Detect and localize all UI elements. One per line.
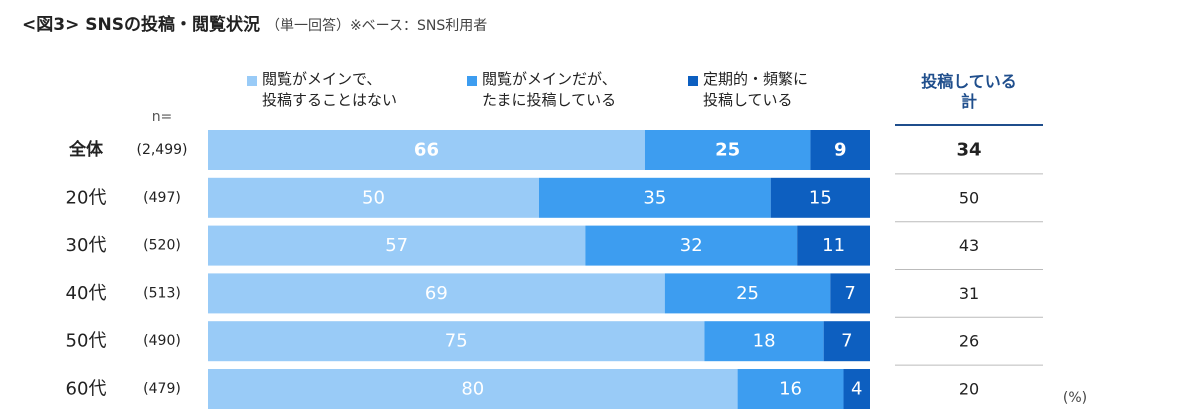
bar-segment — [830, 273, 870, 314]
bar-segment — [737, 369, 844, 409]
data-label: 80 — [461, 379, 484, 400]
n-value: (479) — [143, 381, 181, 397]
n-value: (497) — [143, 190, 181, 206]
legend-label: 閲覧がメインで、 投稿することはない — [262, 70, 398, 109]
n-value: (2,499) — [136, 142, 187, 158]
bar-segment — [208, 130, 645, 170]
category-label: 30代 — [66, 235, 107, 256]
total-value: 34 — [956, 140, 981, 161]
title-block: <図3> SNSの投稿・閲覧状況 （単一回答）※ベース：SNS利用者 — [22, 10, 487, 35]
category-label: 20代 — [66, 187, 107, 208]
data-label: 7 — [841, 331, 852, 352]
data-label: 35 — [643, 187, 666, 208]
data-label: 11 — [822, 235, 845, 256]
data-label: 15 — [809, 187, 832, 208]
total-value: 43 — [959, 236, 979, 255]
data-label: 16 — [779, 379, 802, 400]
total-value: 26 — [959, 332, 979, 351]
data-label: 4 — [851, 379, 862, 400]
data-label: 32 — [680, 235, 703, 256]
n-label: n= — [152, 109, 173, 125]
data-label: 25 — [736, 283, 759, 304]
bar-segment — [644, 130, 811, 170]
bar-segment — [208, 321, 705, 362]
category-label: 全体 — [68, 139, 104, 160]
bar-segment — [823, 321, 870, 362]
total-value: 31 — [959, 284, 979, 303]
bar-segment — [208, 369, 738, 409]
n-value: (520) — [143, 238, 181, 254]
bar-segment — [664, 273, 831, 314]
bar-segment — [208, 177, 539, 218]
legend-label: 定期的・頻繁に 投稿している — [703, 70, 809, 109]
bar-segment — [843, 369, 870, 409]
data-label: 75 — [445, 331, 468, 352]
category-label: 40代 — [66, 283, 107, 304]
n-value: (490) — [143, 333, 181, 349]
n-value: (513) — [143, 285, 181, 301]
bar-segment — [539, 177, 771, 218]
legend-swatch — [247, 76, 257, 86]
category-label: 50代 — [66, 331, 107, 352]
data-label: 50 — [362, 187, 385, 208]
chart-subtitle: （単一回答）※ベース：SNS利用者 — [265, 18, 488, 34]
data-label: 25 — [715, 140, 740, 161]
data-label: 7 — [844, 283, 855, 304]
bar-segment — [797, 225, 870, 266]
category-label: 60代 — [66, 379, 107, 400]
bar-segment — [208, 225, 586, 266]
data-label: 18 — [753, 331, 776, 352]
bar-segment — [208, 273, 665, 314]
total-value: 50 — [959, 188, 979, 207]
data-label: 9 — [834, 140, 847, 161]
total-header: 投稿している 計 — [921, 72, 1017, 111]
total-value: 20 — [959, 380, 979, 399]
legend-swatch — [467, 76, 477, 86]
data-label: 66 — [414, 140, 439, 161]
data-label: 57 — [385, 235, 408, 256]
data-label: 69 — [425, 283, 448, 304]
chart-title: <図3> SNSの投稿・閲覧状況 — [22, 15, 260, 35]
bar-segment — [810, 130, 870, 170]
bar-segment — [770, 177, 870, 218]
bar-segment — [585, 225, 798, 266]
legend-swatch — [688, 76, 698, 86]
bar-area: 66 25 9 50 35 15 57 32 11 69 25 7 75 18 7 80 16 4 — [208, 130, 870, 409]
unit-label: (%) — [1063, 390, 1087, 406]
legend-label: 閲覧がメインだが、 たまに投稿している — [482, 70, 617, 109]
bar-segment — [704, 321, 824, 362]
